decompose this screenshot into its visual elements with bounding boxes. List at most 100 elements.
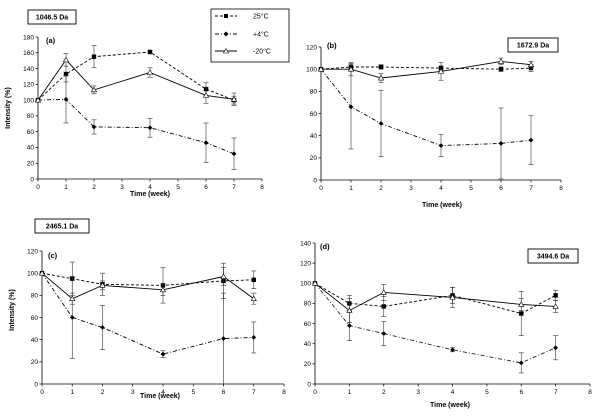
x-tick-label: 2 [101, 389, 105, 396]
series-minus20c [38, 267, 257, 305]
y-tick-label: 0 [307, 381, 311, 388]
y-tick-label: 120 [300, 260, 311, 267]
data-point [528, 137, 534, 143]
x-tick-label: 7 [529, 185, 533, 192]
data-point [347, 65, 355, 72]
y-tick-label: 80 [31, 293, 39, 300]
panel-letter: (a) [46, 36, 56, 45]
legend-marker-25c [224, 14, 228, 18]
data-point [69, 315, 75, 320]
y-tick-label: 60 [27, 129, 35, 136]
y-tick-label: 60 [310, 111, 318, 118]
data-point [202, 92, 210, 98]
panel-letter: (d) [320, 242, 330, 251]
x-tick-label: 8 [282, 389, 286, 396]
x-tick-label: 2 [92, 184, 96, 191]
x-tick-label: 0 [36, 184, 40, 191]
y-tick-label: 120 [27, 248, 38, 255]
data-point [317, 65, 325, 72]
series-line [37, 51, 235, 101]
data-point [251, 277, 256, 283]
y-tick-label: 40 [27, 145, 35, 152]
data-point [147, 49, 153, 55]
y-tick-label: 0 [34, 381, 38, 388]
x-tick-label: 1 [70, 389, 74, 396]
series-plus4c [39, 270, 257, 384]
panel-letter: (b) [327, 41, 337, 50]
y-tick-label: 40 [31, 337, 39, 344]
data-point [381, 331, 387, 337]
data-point [62, 56, 70, 63]
series-line [314, 282, 556, 312]
series-line [320, 68, 532, 147]
x-tick-label: 1 [348, 389, 352, 396]
legend-label-25c: 25°C [253, 13, 269, 21]
y-tick-label: 80 [27, 113, 35, 120]
x-tick-label: 6 [222, 389, 226, 396]
data-point [203, 140, 209, 146]
data-point [34, 96, 42, 103]
series-minus20c [34, 53, 238, 106]
data-point [450, 347, 455, 353]
y-tick-label: 160 [23, 50, 34, 57]
y-tick-label: 100 [27, 270, 38, 277]
data-point [377, 74, 385, 81]
data-point [518, 360, 524, 366]
series-line [41, 272, 254, 355]
x-tick-label: 1 [64, 184, 68, 191]
y-tick-label: 60 [304, 321, 312, 328]
x-axis-label: Time (week) [430, 402, 470, 409]
y-axis-label: Intensity (%) [9, 289, 16, 331]
panel-letter: (c) [48, 251, 58, 260]
data-point [250, 295, 257, 301]
data-point [91, 54, 97, 59]
data-point [221, 336, 226, 341]
x-tick-label: 0 [319, 185, 323, 192]
compound-label-box [527, 248, 579, 264]
x-tick-label: 5 [485, 389, 489, 396]
data-point [99, 282, 106, 288]
series-line [320, 66, 532, 70]
data-point [63, 71, 69, 77]
data-point [518, 301, 525, 307]
series-line [314, 282, 556, 314]
data-point [380, 289, 387, 295]
data-point [346, 323, 352, 328]
x-tick-label: 5 [469, 185, 473, 192]
data-point [38, 269, 46, 276]
x-tick-label: 2 [382, 389, 386, 396]
legend-marker-minus20c [222, 47, 230, 54]
data-point [146, 69, 154, 75]
data-point [553, 345, 559, 351]
y-tick-label: 0 [30, 176, 34, 183]
x-tick-label: 3 [131, 389, 135, 396]
y-axis-label: Intensity (%) [5, 87, 12, 129]
y-tick-label: 60 [31, 315, 39, 322]
data-point [100, 325, 105, 330]
series-line [321, 60, 532, 79]
y-tick-label: 100 [300, 281, 311, 288]
x-tick-label: 7 [232, 184, 236, 191]
data-point [552, 303, 559, 309]
x-tick-label: 4 [451, 389, 455, 396]
y-tick-label: 40 [304, 341, 312, 348]
x-axis-label: Time (week) [130, 191, 170, 198]
y-tick-label: 140 [300, 240, 311, 247]
data-point [230, 96, 238, 102]
data-point [160, 351, 166, 357]
data-point [251, 335, 257, 340]
series-minus20c [311, 280, 559, 323]
series-plus4c [318, 64, 534, 180]
series-minus20c [317, 57, 535, 83]
x-tick-label: 0 [313, 389, 317, 396]
x-axis-label: Time (week) [422, 202, 462, 209]
y-tick-label: 20 [310, 155, 318, 162]
x-tick-label: 0 [40, 389, 44, 396]
x-tick-label: 6 [499, 185, 503, 192]
y-tick-label: 120 [306, 44, 317, 51]
y-tick-label: 80 [310, 89, 318, 96]
data-point [498, 141, 504, 146]
